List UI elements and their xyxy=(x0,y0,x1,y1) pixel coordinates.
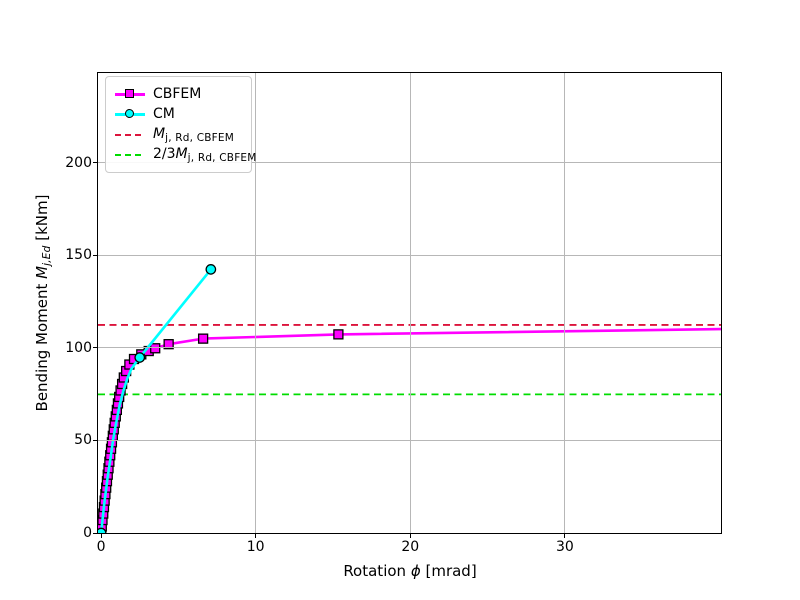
circle-marker-icon xyxy=(125,109,134,119)
x-tick-label-10: 10 xyxy=(246,539,265,555)
legend-sample-mj-rd-cbfem xyxy=(115,125,145,145)
series-cm-line xyxy=(99,268,212,533)
y-tick-label-200: 200 xyxy=(65,154,92,171)
y-tick-label-50: 50 xyxy=(74,432,92,449)
dashed-line-swatch xyxy=(115,133,145,136)
series-cbfem-marker xyxy=(163,339,174,350)
legend-label-mj-rd-cbfem: Mj, Rd, CBFEM xyxy=(153,126,234,145)
x-tick-label-30: 30 xyxy=(555,539,574,555)
y-tick-50 xyxy=(93,439,97,441)
square-marker-icon xyxy=(125,89,134,98)
x-tick-20 xyxy=(409,534,411,538)
legend-label-two-thirds-mj-rd-cbfem: 2/3Mj, Rd, CBFEM xyxy=(153,146,257,165)
series-cbfem-marker xyxy=(333,329,344,340)
y-tick-150 xyxy=(93,254,97,256)
series-cm-marker xyxy=(98,527,107,533)
gridline-x-10 xyxy=(255,73,257,533)
legend-item-cbfem: CBFEM xyxy=(115,84,243,104)
x-tick-label-20: 20 xyxy=(401,539,420,555)
x-tick-label-0: 0 xyxy=(96,539,106,555)
gridline-x-20 xyxy=(409,73,411,533)
y-tick-label-0: 0 xyxy=(83,525,92,541)
gridline-x-30 xyxy=(564,73,566,533)
y-tick-100 xyxy=(93,347,97,349)
x-tick-10 xyxy=(255,534,257,538)
gridline-y-50 xyxy=(98,439,721,441)
dashed-line-swatch xyxy=(115,153,145,156)
legend-sample-two-thirds-mj-rd-cbfem xyxy=(115,145,145,165)
legend-sample-cbfem xyxy=(115,84,145,104)
chart-canvas xyxy=(98,264,721,533)
phi-symbol: ϕ xyxy=(410,562,421,580)
y-tick-0 xyxy=(93,532,97,534)
legend-item-cm: CM xyxy=(115,104,243,124)
x-tick-30 xyxy=(564,534,566,538)
gridline-y-150 xyxy=(98,254,721,256)
series-cm-marker xyxy=(205,264,217,275)
legend-item-two-thirds-mj-rd-cbfem: 2/3Mj, Rd, CBFEM xyxy=(115,145,256,165)
legend-label-cm: CM xyxy=(153,106,175,123)
legend: CBFEM CM Mj, Rd, CBFEM 2/3Mj, Rd, CBFEM xyxy=(105,76,256,173)
legend-item-mj-rd-cbfem: Mj, Rd, CBFEM xyxy=(115,125,243,145)
series-cbfem-line xyxy=(99,327,721,533)
gridline-y-100 xyxy=(98,347,721,349)
x-axis-label: Rotation ϕ [mrad] xyxy=(343,562,477,580)
legend-sample-cm xyxy=(115,104,145,124)
series-cbfem-marker xyxy=(197,333,209,344)
gridline-y-200 xyxy=(98,162,721,164)
y-axis-label: Bending Moment Mj,Ed [kNm] xyxy=(33,194,53,412)
y-tick-200 xyxy=(93,162,97,164)
legend-label-cbfem: CBFEM xyxy=(153,86,202,102)
series-cm-marker xyxy=(134,352,146,363)
y-tick-label-150: 150 xyxy=(65,247,92,264)
x-tick-0 xyxy=(100,534,102,538)
y-tick-label-100: 100 xyxy=(65,339,92,356)
